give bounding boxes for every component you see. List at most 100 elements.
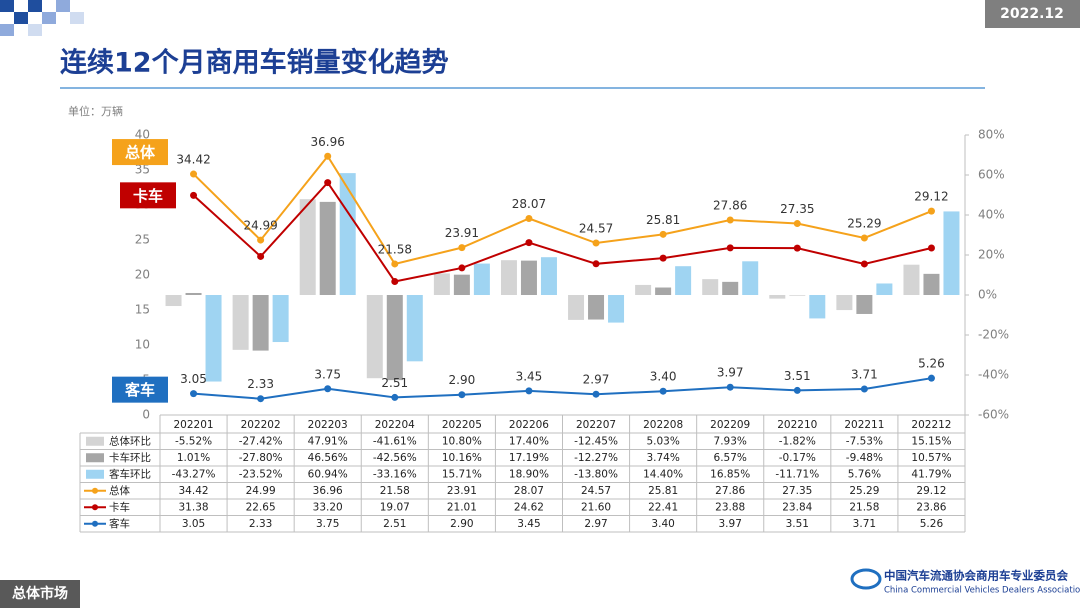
bar (406, 295, 423, 362)
table-cell: -27.42% (239, 435, 283, 447)
bar (165, 295, 182, 307)
bar (272, 295, 289, 343)
data-label: 23.91 (445, 226, 479, 240)
table-cell: 3.51 (786, 518, 809, 530)
corner-pattern (0, 0, 84, 36)
table-cell: 7.93% (714, 435, 747, 447)
table-cell: -12.27% (574, 452, 618, 464)
marker (793, 386, 801, 394)
table-cell: -41.61% (373, 435, 417, 447)
table-cell: -11.71% (775, 468, 819, 480)
date: 2022.12 (1000, 6, 1064, 22)
data-label: 24.99 (243, 219, 277, 233)
marker (726, 216, 734, 224)
bar (386, 295, 403, 381)
marker (793, 220, 801, 228)
table-cell: 33.20 (313, 501, 343, 513)
bar (769, 295, 786, 299)
table-cell: 3.05 (182, 518, 205, 530)
data-label: 21.58 (378, 242, 412, 256)
table-cell: 24.62 (514, 501, 544, 513)
table-cell: 2.33 (249, 518, 272, 530)
marker (927, 207, 935, 215)
y2-tick-label: -20% (978, 328, 1009, 342)
table-cell: 22.41 (648, 501, 678, 513)
marker (458, 244, 466, 252)
table-cell: 25.81 (648, 485, 678, 497)
data-label: 27.86 (713, 198, 747, 212)
y2-tick-label: 0% (978, 288, 997, 302)
unit: 单位：万辆 (68, 104, 123, 118)
y-tick-label: 15 (135, 303, 150, 317)
marker (257, 252, 265, 260)
date-box (985, 0, 1080, 28)
marker (324, 385, 332, 393)
table-cell: 5.26 (920, 518, 944, 530)
table-cell: 1.01% (177, 452, 210, 464)
data-label: 2.33 (247, 377, 274, 391)
bar (339, 173, 356, 295)
marker (257, 236, 265, 244)
table-cell: -27.80% (239, 452, 283, 464)
table-cell: 10.16% (442, 452, 482, 464)
legend-label: 客车 (109, 517, 130, 530)
line (193, 377, 932, 400)
x-tick-label: 202207 (576, 419, 616, 431)
legend-marker (92, 520, 98, 527)
bar (540, 257, 557, 295)
marker (592, 260, 600, 268)
marker (592, 390, 600, 398)
data-label: 29.12 (914, 190, 948, 204)
table-cell: 21.58 (380, 485, 410, 497)
data-label: 2.97 (583, 373, 610, 387)
table-cell: 5.76% (848, 468, 881, 480)
data-label: 2.51 (381, 376, 408, 390)
bar (453, 274, 470, 295)
table-cell: 3.71 (853, 518, 876, 530)
x-tick-label: 202208 (643, 419, 683, 431)
callout-box (120, 182, 176, 209)
data-label: 3.97 (717, 366, 744, 380)
marker (391, 393, 399, 401)
bar (903, 264, 920, 295)
footer-section: 总体市场 (12, 585, 68, 602)
bar (366, 295, 383, 379)
x-tick-label: 202205 (442, 419, 482, 431)
table-cell: 19.07 (380, 501, 410, 513)
table-cell: 6.57% (714, 452, 747, 464)
marker (726, 244, 734, 252)
callout-label: 总体 (125, 144, 156, 162)
marker (860, 234, 868, 242)
bar (702, 279, 719, 295)
bar (433, 273, 450, 295)
bar (856, 295, 873, 314)
y2-tick-label: 20% (978, 248, 1005, 262)
bar (473, 263, 490, 295)
bar (319, 201, 336, 295)
table-cell: -0.17% (779, 452, 816, 464)
bar (675, 266, 692, 295)
marker (659, 387, 667, 395)
table-cell: 21.60 (581, 501, 611, 513)
y-tick-label: 25 (135, 233, 150, 247)
y-tick-label: 35 (135, 163, 150, 177)
table-cell: 60.94% (308, 468, 348, 480)
table-cell: 21.01 (447, 501, 477, 513)
table-cell: 3.74% (646, 452, 679, 464)
bar (635, 284, 652, 295)
y2-tick-label: 40% (978, 208, 1005, 222)
table-cell: 27.35 (782, 485, 812, 497)
table-cell: 16.85% (710, 468, 750, 480)
table-cell: 28.07 (514, 485, 544, 497)
bar (252, 295, 269, 351)
x-tick-label: 202203 (308, 419, 348, 431)
table-cell: 15.15% (911, 435, 951, 447)
marker (324, 152, 332, 160)
marker (257, 395, 265, 403)
table-cell: -1.82% (779, 435, 816, 447)
marker (659, 230, 667, 238)
x-tick-label: 202212 (911, 419, 951, 431)
y2-tick-label: 80% (978, 128, 1005, 142)
legend-swatch (86, 436, 104, 446)
data-label: 3.05 (180, 372, 207, 386)
